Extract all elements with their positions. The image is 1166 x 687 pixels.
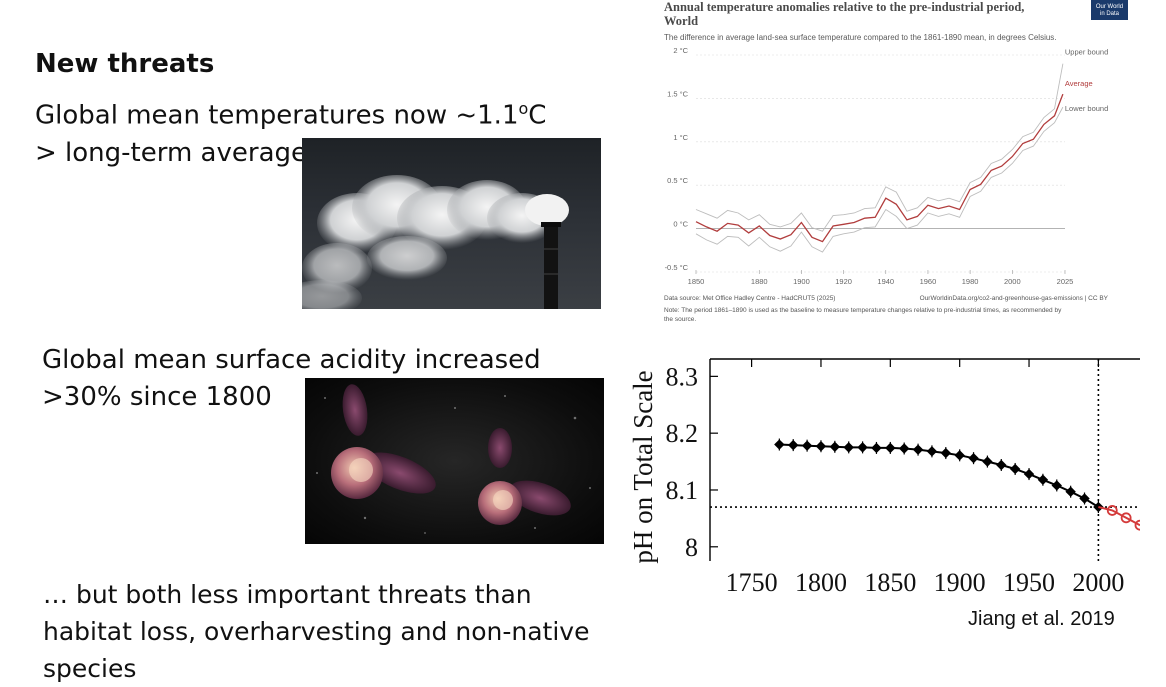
chart-note-line1: Note: The period 1861–1890 is used as th… xyxy=(664,307,1062,314)
ph-y-tick-label: 8.3 xyxy=(666,362,699,391)
degree-superscript: o xyxy=(518,99,529,118)
threats-comparison-statement: … but both less important threats than h… xyxy=(43,580,590,683)
smokestack-illustration xyxy=(302,175,569,309)
acidity-statement: Global mean surface acidity increased >3… xyxy=(42,345,541,412)
x-tick-label: 1880 xyxy=(751,277,768,286)
x-tick-label: 1980 xyxy=(962,277,979,286)
chart-series-labels: Upper bound Average Lower bound xyxy=(1065,48,1108,113)
pteropod-illustration xyxy=(316,384,591,534)
ph-x-tick-label: 1900 xyxy=(934,568,986,597)
y-tick-label: 0 °C xyxy=(673,220,688,229)
ph-projection-point xyxy=(1120,512,1132,524)
y-tick-label: -0.5 °C xyxy=(665,263,689,272)
x-tick-label: 1900 xyxy=(793,277,810,286)
lower-bound-label: Lower bound xyxy=(1065,104,1108,113)
ph-y-tick-label: 8.2 xyxy=(666,419,699,448)
chart-gridlines xyxy=(696,54,1065,273)
y-tick-label: 2 °C xyxy=(673,46,688,55)
x-tick-label: 1940 xyxy=(877,277,894,286)
ph-y-tick-label: 8.1 xyxy=(666,476,699,505)
ph-projection-line xyxy=(1098,506,1141,527)
chart-title-line2: World xyxy=(664,14,698,28)
y-tick-label: 1 °C xyxy=(673,133,688,142)
citation-label: Jiang et al. 2019 xyxy=(968,608,1115,630)
x-tick-label: 1850 xyxy=(688,277,705,286)
y-tick-label: 1.5 °C xyxy=(667,89,689,98)
ph-data-points xyxy=(774,438,1146,531)
ph-y-axis-label: pH on Total Scale xyxy=(628,370,658,563)
y-tick-label: 0.5 °C xyxy=(667,176,689,185)
upper-bound-line xyxy=(695,63,1064,232)
chart-source-url[interactable]: OurWorldinData.org/co2-and-greenhouse-ga… xyxy=(920,295,1109,302)
owid-logo[interactable]: Our World in Data xyxy=(1091,0,1128,20)
lower-bound-line xyxy=(695,106,1064,253)
chart-subtitle: The difference in average land-sea surfa… xyxy=(664,33,1057,42)
owid-logo-line1: Our World xyxy=(1096,4,1123,10)
owid-logo-bg xyxy=(1091,0,1128,20)
chart-x-ticks: 1850 1880 1900 1920 1940 1960 1980 2000 2025 xyxy=(688,270,1074,286)
ph-projection-point xyxy=(1106,505,1118,516)
average-label: Average xyxy=(1065,79,1093,88)
chart-note-line2: the source. xyxy=(664,316,696,323)
temperature-statement-post: C > long-term average xyxy=(35,100,547,168)
ph-x-tick-label: 1850 xyxy=(864,568,916,597)
pteropod-photo xyxy=(305,378,604,544)
x-tick-label: 1920 xyxy=(835,277,852,286)
temperature-statement-pre: Global mean temperatures now ~1.1 xyxy=(35,100,519,131)
slide-heading: New threats xyxy=(35,49,215,79)
ph-x-tick-label: 1750 xyxy=(726,568,778,597)
chart-title-line1: Annual temperature anomalies relative to… xyxy=(664,0,1024,14)
ph-axes xyxy=(709,358,1140,561)
ph-x-tick-label: 1800 xyxy=(795,568,847,597)
owid-logo-line2: in Data xyxy=(1100,11,1120,17)
temperature-statement: Global mean temperatures now ~1.1oC > lo… xyxy=(35,90,575,172)
ph-x-tick-label: 1950 xyxy=(1003,568,1055,597)
upper-bound-label: Upper bound xyxy=(1065,48,1108,57)
smokestack-photo xyxy=(302,138,601,309)
chart-y-ticks: -0.5 °C 0 °C 0.5 °C 1 °C 1.5 °C 2 °C xyxy=(665,46,689,272)
average-line xyxy=(695,93,1064,243)
ph-y-tick-label: 8 xyxy=(685,533,698,562)
temperature-anomaly-chart: Annual temperature anomalies relative to… xyxy=(640,0,1130,325)
x-tick-label: 2000 xyxy=(1004,277,1021,286)
ph-series-line xyxy=(779,443,1099,508)
ph-ticks: 8 8.1 8.2 8.3 1750 1800 1850 1900 1950 2000 xyxy=(666,359,1124,597)
chart-source: Data source: Met Office Hadley Centre - … xyxy=(664,295,835,302)
ph-chart-svg: pH on Total Scale 8 8.1 8.2 8.3 1750 1800 1850… xyxy=(628,358,1146,597)
ph-chart: pH on Total Scale 8 8.1 8.2 8.3 1750 1800 1850… xyxy=(620,345,1146,610)
temperature-anomaly-svg: Annual temperature anomalies relative to… xyxy=(664,0,1128,323)
x-tick-label: 2025 xyxy=(1057,277,1074,286)
ph-x-tick-label: 2000 xyxy=(1072,568,1124,597)
chart-series xyxy=(695,63,1064,253)
x-tick-label: 1960 xyxy=(920,277,937,286)
